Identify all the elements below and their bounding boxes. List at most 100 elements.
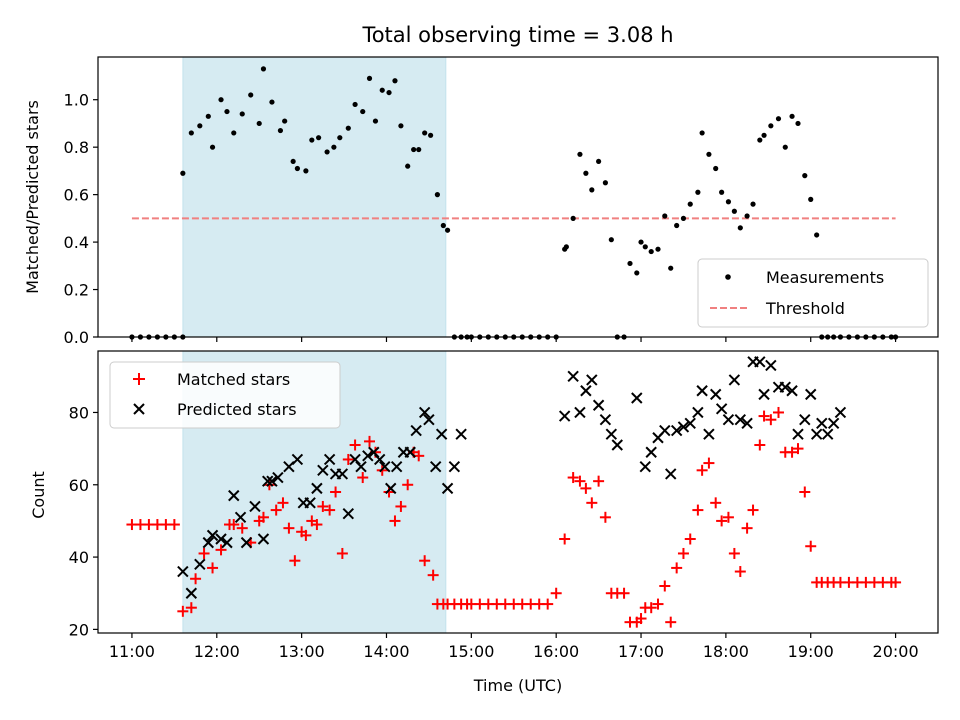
shaded-span xyxy=(182,56,447,338)
x-tick-label: 12:00 xyxy=(194,642,240,661)
x-tick-label: 20:00 xyxy=(873,642,919,661)
predicted-star-point xyxy=(605,428,618,440)
predicted-star-point xyxy=(670,424,683,437)
measurement-point xyxy=(668,265,674,271)
legend-predicted-marker xyxy=(133,403,145,415)
measurement-point xyxy=(231,130,237,136)
predicted-star-point xyxy=(342,507,355,520)
matched-star-point xyxy=(728,547,740,559)
measurement-point xyxy=(303,168,309,174)
matched-star-point xyxy=(677,547,689,559)
measurement-point xyxy=(808,196,814,202)
predicted-star-point xyxy=(418,406,431,419)
matched-star-point xyxy=(805,540,817,552)
predicted-star-point xyxy=(558,410,571,422)
matched-star-point xyxy=(236,522,248,534)
matched-star-point xyxy=(427,569,439,581)
measurement-point xyxy=(197,123,203,129)
predicted-star-point xyxy=(291,453,304,466)
predicted-star-point xyxy=(234,511,247,524)
predicted-star-point xyxy=(355,460,367,473)
matched-star-point xyxy=(758,410,770,422)
x-tick-label: 16:00 xyxy=(533,642,579,661)
predicted-star-point xyxy=(336,468,349,480)
predicted-star-point xyxy=(410,424,422,437)
bottom-y-axis-ticks: 20 40 60 80 xyxy=(69,403,98,639)
y-tick-label: 40 xyxy=(69,548,89,567)
measurement-point xyxy=(674,222,680,229)
matched-star-point xyxy=(198,547,210,559)
matched-star-point xyxy=(317,500,329,512)
measurement-point xyxy=(795,120,801,127)
top-legend-box xyxy=(697,258,929,328)
measurement-point xyxy=(570,215,576,221)
matched-star-point xyxy=(722,511,734,523)
predicted-star-point xyxy=(684,417,696,430)
predicted-star-point xyxy=(805,388,817,401)
matched-star-point xyxy=(574,475,586,487)
predicted-star-point xyxy=(786,385,798,397)
measurement-point xyxy=(345,125,351,131)
y-tick-label: 80 xyxy=(69,403,89,422)
y-tick-label: 0.4 xyxy=(64,233,89,252)
measurement-points xyxy=(129,66,899,340)
measurement-point xyxy=(695,189,701,195)
measurement-point xyxy=(706,151,712,157)
matched-star-point xyxy=(190,573,202,585)
measurement-point xyxy=(256,120,262,127)
matched-star-point xyxy=(349,439,361,451)
predicted-star-points xyxy=(177,356,847,599)
matched-star-point xyxy=(586,497,598,509)
measurement-point xyxy=(731,208,737,214)
y-tick-label: 0.8 xyxy=(64,138,89,157)
bottom-legend-box xyxy=(109,361,341,429)
predicted-star-point xyxy=(311,482,323,495)
measurement-point xyxy=(444,227,451,233)
matched-star-point xyxy=(185,602,197,614)
legend-matched-marker xyxy=(133,373,145,385)
predicted-star-point xyxy=(586,374,598,386)
predicted-star-point xyxy=(206,529,219,542)
predicted-star-point xyxy=(304,497,316,509)
predicted-star-point xyxy=(249,500,261,513)
predicted-star-point xyxy=(429,460,442,473)
matched-star-point xyxy=(300,529,312,541)
predicted-star-point xyxy=(665,468,677,480)
measurement-point xyxy=(386,89,392,96)
matched-star-point xyxy=(652,598,664,610)
predicted-star-point xyxy=(272,471,284,484)
matched-star-point xyxy=(747,504,759,516)
measurement-point xyxy=(687,201,693,207)
matched-star-point xyxy=(395,500,407,512)
matched-star-point xyxy=(696,464,708,476)
legend-threshold-label: Threshold xyxy=(765,299,845,318)
measurement-point xyxy=(209,144,216,150)
matched-star-point xyxy=(215,544,227,556)
measurement-point xyxy=(814,232,820,238)
predicted-star-point xyxy=(448,460,461,473)
measurement-point xyxy=(290,158,296,165)
predicted-star-point xyxy=(741,417,753,430)
predicted-star-point xyxy=(435,428,448,440)
predicted-star-point xyxy=(423,413,435,426)
predicted-star-point xyxy=(816,417,828,430)
top-shaded-interval xyxy=(182,56,447,338)
matched-star-point xyxy=(567,472,579,484)
measurement-point xyxy=(379,87,385,93)
measurement-point xyxy=(627,260,633,267)
y-tick-label: 20 xyxy=(69,620,89,639)
measurement-point xyxy=(648,248,654,255)
predicted-star-point xyxy=(728,374,741,386)
matched-star-point xyxy=(792,443,804,455)
predicted-star-point xyxy=(758,388,770,401)
x-tick-label: 18:00 xyxy=(703,642,749,661)
predicted-star-point xyxy=(404,446,416,458)
matched-star-point xyxy=(692,504,704,516)
predicted-star-point xyxy=(362,450,374,462)
matched-star-point xyxy=(550,587,562,599)
measurement-point xyxy=(737,225,743,231)
predicted-star-point xyxy=(221,536,233,549)
x-axis-label: Time (UTC) xyxy=(473,676,562,695)
y-tick-label: 0.2 xyxy=(64,281,89,300)
